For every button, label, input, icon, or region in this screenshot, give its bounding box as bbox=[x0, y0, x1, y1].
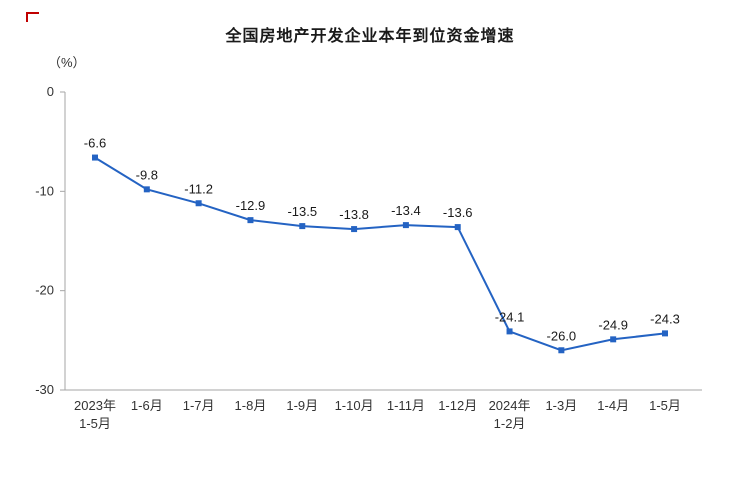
data-point bbox=[506, 328, 513, 335]
x-tick-label: 1-11月 bbox=[387, 398, 425, 413]
x-tick-label: 1-7月 bbox=[183, 398, 215, 413]
data-label: -12.9 bbox=[236, 198, 266, 213]
x-tick-label: 1-3月 bbox=[545, 398, 577, 413]
x-tick-label: 1-12月 bbox=[438, 398, 477, 413]
data-label: -13.6 bbox=[443, 205, 473, 220]
x-tick-label: 1-8月 bbox=[235, 398, 267, 413]
data-label: -26.0 bbox=[547, 328, 577, 343]
y-tick-label: -30 bbox=[35, 382, 54, 397]
data-point bbox=[402, 222, 409, 229]
data-point bbox=[351, 226, 358, 233]
x-tick-label: 1-5月 bbox=[79, 416, 111, 431]
x-tick-label: 2024年 bbox=[489, 398, 531, 413]
x-tick-label: 2023年 bbox=[74, 398, 116, 413]
data-point bbox=[662, 330, 668, 337]
data-label: -24.3 bbox=[650, 311, 680, 326]
x-tick-label: 1-2月 bbox=[494, 416, 526, 431]
y-tick-label: -20 bbox=[35, 283, 54, 298]
data-label: -24.1 bbox=[495, 309, 525, 324]
corner-mark-icon bbox=[26, 12, 39, 22]
data-point bbox=[247, 217, 254, 224]
data-label: -11.2 bbox=[184, 181, 213, 196]
chart-title: 全国房地产开发企业本年到位资金增速 bbox=[225, 28, 515, 45]
data-point bbox=[143, 186, 150, 193]
data-point bbox=[195, 200, 202, 207]
data-label: -6.6 bbox=[84, 136, 106, 151]
data-line bbox=[94, 156, 666, 352]
x-tick-label: 1-6月 bbox=[131, 398, 163, 413]
x-tick-label: 1-10月 bbox=[335, 398, 374, 413]
data-point bbox=[299, 223, 306, 230]
data-label: -13.5 bbox=[287, 204, 317, 219]
data-point bbox=[558, 347, 565, 354]
y-axis-unit-label: （%） bbox=[48, 55, 86, 70]
y-tick-label: -10 bbox=[35, 183, 54, 198]
x-tick-label: 1-4月 bbox=[597, 398, 629, 413]
data-label: -13.8 bbox=[339, 207, 369, 222]
data-label: -13.4 bbox=[391, 203, 421, 218]
y-tick-label: 0 bbox=[47, 84, 54, 99]
x-tick-label: 1-5月 bbox=[649, 398, 681, 413]
data-point bbox=[610, 336, 617, 343]
data-label: -24.9 bbox=[598, 317, 628, 332]
data-point bbox=[454, 224, 461, 231]
data-point bbox=[92, 154, 98, 161]
data-label: -9.8 bbox=[136, 167, 158, 182]
x-tick-label: 1-9月 bbox=[286, 398, 318, 413]
